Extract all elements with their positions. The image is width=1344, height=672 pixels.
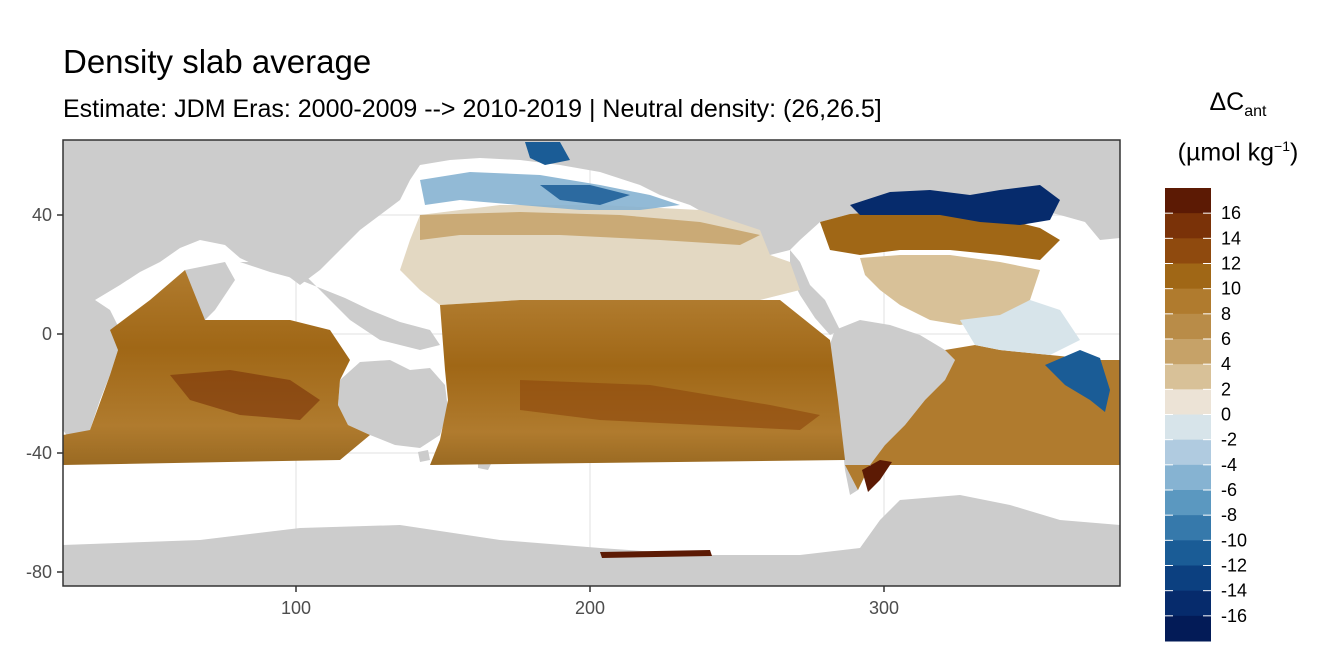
legend-swatch: [1165, 238, 1211, 264]
legend-label: 2: [1221, 379, 1231, 399]
legend-title-variable: ΔCant: [1209, 88, 1267, 120]
plot-subtitle: Estimate: JDM Eras: 2000-2009 --> 2010-2…: [63, 95, 882, 123]
y-tick-label: 0: [42, 324, 52, 344]
legend-swatch: [1165, 288, 1211, 315]
data-antarctic-peninsula-dark: [862, 460, 892, 492]
legend-swatch: [1165, 515, 1211, 541]
legend-swatch: [1165, 439, 1211, 466]
legend-label: -6: [1221, 480, 1237, 500]
x-tick-label: 300: [869, 598, 899, 618]
panel-border: [62, 139, 1121, 587]
y-axis: 40 0 -40 -80: [26, 205, 63, 582]
legend-swatch: [1165, 364, 1211, 390]
x-tick-label: 100: [281, 598, 311, 618]
land-north: [63, 140, 1120, 305]
legend-label: 4: [1221, 354, 1231, 374]
land-south-america: [828, 320, 955, 495]
land-greenland: [860, 140, 1000, 182]
legend-label: 12: [1221, 254, 1241, 274]
legend-swatch: [1165, 263, 1211, 290]
legend-label: -4: [1221, 455, 1237, 475]
data-south-atlantic: [845, 345, 1120, 490]
map-panel: [63, 140, 1120, 586]
legend-label: -14: [1221, 581, 1247, 601]
data-npac-tan: [420, 212, 760, 245]
x-tick-label: 200: [575, 598, 605, 618]
legend-labels: 16 14 12 10 8 6 4 2 0 -2 -4 -6 -8 -10 -12 -14 -16: [1221, 203, 1247, 626]
y-tick-label: -80: [26, 562, 52, 582]
data-north-atlantic: [820, 212, 1060, 260]
legend-label: 6: [1221, 329, 1231, 349]
data-equatorial-atlantic: [960, 300, 1080, 355]
legend-swatch: [1165, 313, 1211, 340]
land-africa: [63, 300, 120, 445]
legend-label: -10: [1221, 530, 1247, 550]
legend-swatch: [1165, 565, 1211, 592]
legend-swatch: [1165, 464, 1211, 491]
legend-swatch: [1165, 540, 1211, 566]
legend-swatch: [1165, 213, 1211, 239]
land-india: [185, 262, 235, 320]
legend-swatch: [1165, 339, 1211, 365]
legend-label: -2: [1221, 430, 1237, 450]
land-se-asia: [240, 262, 440, 350]
land-central-america: [790, 250, 840, 335]
y-tick-label: -40: [26, 443, 52, 463]
data-bering: [525, 142, 570, 165]
data-north-atlantic-light: [860, 255, 1040, 325]
legend-label: 8: [1221, 304, 1231, 324]
plot-title: Density slab average: [63, 43, 372, 80]
land-australia: [338, 360, 448, 448]
legend-colorbar: [1165, 188, 1211, 642]
legend-label: -12: [1221, 556, 1247, 576]
data-indian-dark: [170, 370, 320, 420]
data-north-pacific-deep-blue: [540, 185, 630, 205]
legend-swatch: [1165, 414, 1211, 441]
data-ross-sea-dark: [600, 550, 712, 558]
data-north-atlantic-deep-blue: [850, 185, 1060, 225]
legend-label: 14: [1221, 228, 1241, 248]
legend-label: 0: [1221, 405, 1231, 425]
legend-swatch: [1165, 615, 1211, 642]
legend-label: -8: [1221, 505, 1237, 525]
data-south-pacific-dark: [520, 380, 820, 430]
data-south-atlantic-blue: [1045, 350, 1110, 412]
legend-title-unit: (µmol kg−1): [1177, 138, 1299, 167]
legend-label: 10: [1221, 279, 1241, 299]
legend-label: 16: [1221, 203, 1241, 223]
x-axis: 100 200 300: [281, 586, 899, 618]
land-tasmania: [418, 450, 430, 462]
legend-label: -16: [1221, 606, 1247, 626]
legend-swatch: [1165, 590, 1211, 617]
y-tick-label: 40: [32, 205, 52, 225]
legend-swatch: [1165, 188, 1211, 214]
legend-swatch: [1165, 490, 1211, 516]
data-south-pacific: [430, 300, 845, 465]
land-antarctica: [63, 495, 1120, 586]
legend-swatch: [1165, 389, 1211, 415]
